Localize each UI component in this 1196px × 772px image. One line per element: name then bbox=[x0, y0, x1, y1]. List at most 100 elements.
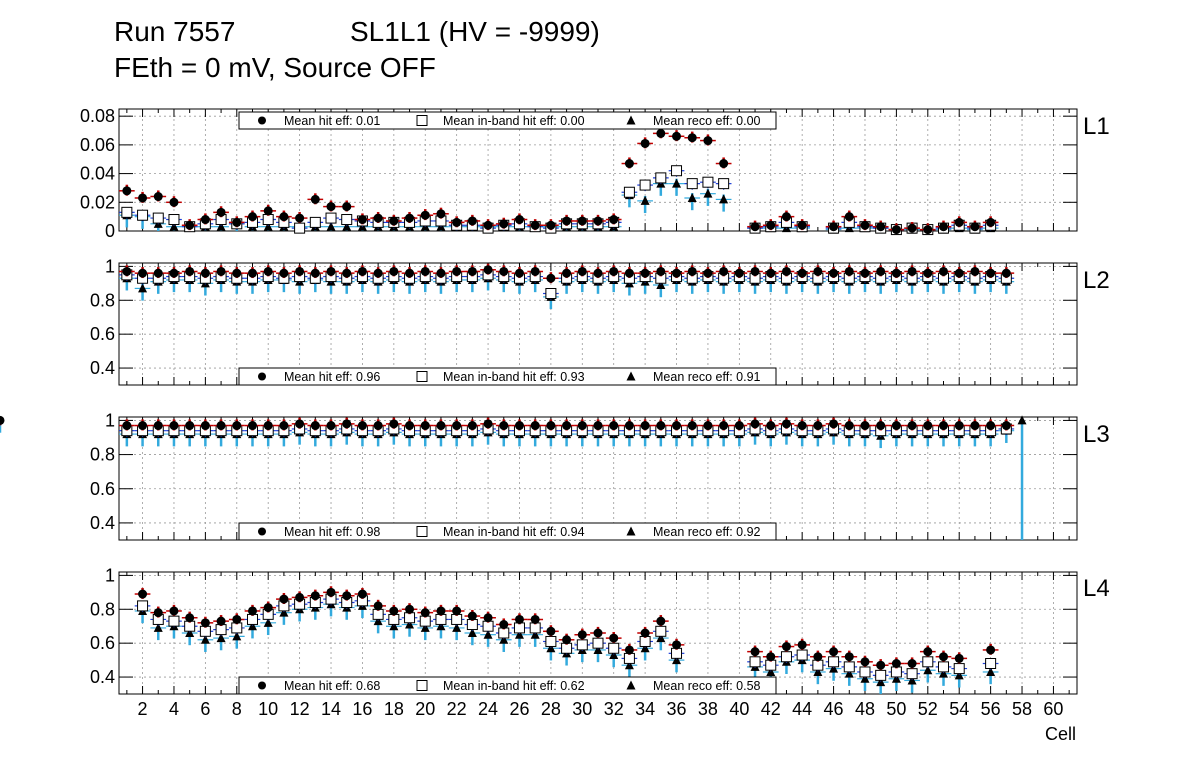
hit-marker bbox=[217, 617, 226, 626]
hit-marker bbox=[860, 269, 869, 278]
hit-marker bbox=[342, 591, 351, 600]
inband-marker bbox=[577, 640, 587, 650]
hit-marker bbox=[468, 216, 477, 225]
inband-marker bbox=[389, 614, 399, 624]
hit-marker bbox=[436, 209, 445, 218]
hit-marker bbox=[138, 421, 147, 430]
hit-marker bbox=[594, 269, 603, 278]
hit-marker bbox=[939, 421, 948, 430]
hit-marker bbox=[389, 216, 398, 225]
inband-marker bbox=[562, 643, 572, 653]
hit-marker bbox=[154, 269, 163, 278]
inband-marker bbox=[844, 662, 854, 672]
legend-hit-label: Mean hit eff: 0.96 bbox=[284, 370, 380, 384]
hit-marker bbox=[939, 222, 948, 231]
inband-marker bbox=[829, 657, 839, 667]
legend-hit-label: Mean hit eff: 0.01 bbox=[284, 114, 380, 128]
hit-marker bbox=[169, 606, 178, 615]
panels-group: 00.020.040.060.08 L1Mean hit eff: 0.01 Mea… bbox=[0, 106, 1110, 694]
x-tick-label: 14 bbox=[321, 699, 341, 719]
hit-marker bbox=[845, 267, 854, 276]
markers bbox=[119, 127, 998, 234]
hit-marker bbox=[169, 421, 178, 430]
panel-L4: 0.40.60.81 L4Mean hit eff: 0.68 Mean in-ba… bbox=[90, 565, 1110, 694]
hit-marker bbox=[421, 608, 430, 617]
hit-marker bbox=[829, 647, 838, 656]
hit-marker bbox=[185, 421, 194, 430]
hit-marker bbox=[970, 267, 979, 276]
hit-marker bbox=[955, 421, 964, 430]
hit-marker bbox=[782, 419, 791, 428]
hit-marker bbox=[876, 421, 885, 430]
markers bbox=[119, 264, 1014, 309]
hit-marker bbox=[986, 269, 995, 278]
hit-marker bbox=[546, 221, 555, 230]
hit-marker bbox=[703, 269, 712, 278]
hit-marker bbox=[295, 419, 304, 428]
hit-marker bbox=[327, 267, 336, 276]
hit-marker bbox=[358, 421, 367, 430]
x-tick-label: 38 bbox=[698, 699, 718, 719]
hit-marker bbox=[970, 421, 979, 430]
legend-hit-label: Mean hit eff: 0.68 bbox=[284, 679, 380, 693]
hit-marker bbox=[688, 267, 697, 276]
hit-marker bbox=[358, 267, 367, 276]
hit-marker bbox=[154, 192, 163, 201]
y-tick-label: 0.6 bbox=[90, 479, 115, 499]
hit-marker bbox=[766, 221, 775, 230]
hit-marker bbox=[892, 421, 901, 430]
legend-reco-label: Mean reco eff: 0.58 bbox=[653, 679, 761, 693]
hit-marker bbox=[892, 269, 901, 278]
hit-marker bbox=[405, 421, 414, 430]
layer-label: L2 bbox=[1083, 267, 1110, 294]
hit-marker bbox=[641, 421, 650, 430]
inband-marker bbox=[420, 616, 430, 626]
hit-marker bbox=[782, 642, 791, 651]
x-tick-label: 30 bbox=[572, 699, 592, 719]
legend-reco-label: Mean reco eff: 0.92 bbox=[653, 525, 761, 539]
panel-L1: 00.020.040.060.08 L1Mean hit eff: 0.01 Mea… bbox=[80, 106, 1110, 241]
inband-marker bbox=[593, 638, 603, 648]
legend-hit-marker bbox=[258, 682, 266, 690]
x-axis-title: Cell bbox=[1045, 724, 1076, 744]
hit-marker bbox=[892, 225, 901, 234]
hit-marker bbox=[719, 421, 728, 430]
hit-marker bbox=[845, 652, 854, 661]
x-tick-label: 52 bbox=[918, 699, 938, 719]
hit-marker bbox=[311, 421, 320, 430]
hit-marker bbox=[908, 421, 917, 430]
inband-marker bbox=[138, 210, 148, 220]
inband-marker bbox=[247, 614, 257, 624]
y-tick-label: 0.06 bbox=[80, 135, 115, 155]
run-title: Run 7557 bbox=[114, 16, 235, 47]
hit-marker bbox=[264, 206, 273, 215]
x-tick-label: 18 bbox=[384, 699, 404, 719]
hit-marker bbox=[562, 635, 571, 644]
inband-marker bbox=[342, 215, 352, 225]
x-tick-label: 20 bbox=[415, 699, 435, 719]
legend: Mean hit eff: 0.96 Mean in-band hit eff: … bbox=[239, 368, 776, 385]
y-tick-label: 0.8 bbox=[90, 290, 115, 310]
hit-marker bbox=[735, 269, 744, 278]
inband-marker bbox=[672, 648, 682, 658]
hit-marker bbox=[766, 269, 775, 278]
inband-marker bbox=[452, 614, 462, 624]
hit-marker bbox=[829, 419, 838, 428]
hit-marker bbox=[421, 267, 430, 276]
hit-marker bbox=[939, 652, 948, 661]
hit-marker bbox=[468, 267, 477, 276]
hit-marker bbox=[531, 421, 540, 430]
hit-marker bbox=[1002, 269, 1011, 278]
hit-marker bbox=[374, 601, 383, 610]
hit-marker bbox=[813, 267, 822, 276]
y-tick-label: 1 bbox=[105, 256, 115, 276]
hit-marker bbox=[248, 269, 257, 278]
inband-marker bbox=[169, 616, 179, 626]
hit-marker bbox=[405, 269, 414, 278]
x-tick-label: 34 bbox=[635, 699, 655, 719]
hit-marker bbox=[138, 269, 147, 278]
hit-marker bbox=[201, 618, 210, 627]
hit-marker bbox=[546, 274, 555, 283]
hit-marker bbox=[625, 269, 634, 278]
hit-marker bbox=[279, 421, 288, 430]
